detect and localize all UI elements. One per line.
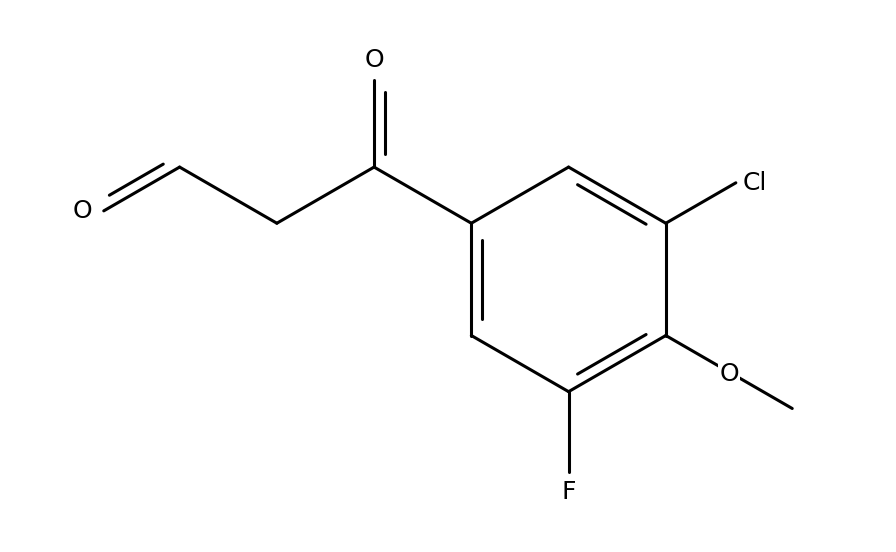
Text: Cl: Cl xyxy=(743,171,767,195)
Text: F: F xyxy=(561,480,576,505)
Text: O: O xyxy=(719,362,739,386)
Text: O: O xyxy=(73,199,92,223)
Text: O: O xyxy=(365,47,383,72)
